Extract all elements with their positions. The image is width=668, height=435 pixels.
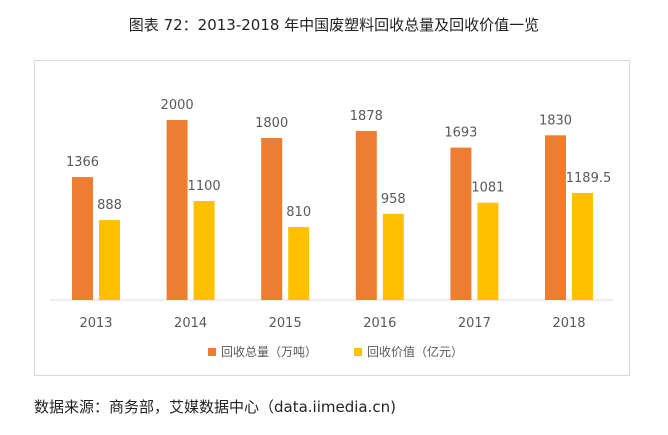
bar-value-2016 — [382, 213, 404, 300]
data-label-value-2016: 958 — [381, 192, 406, 207]
x-tick-label-2013: 2013 — [79, 316, 112, 331]
chart-title: 图表 72：2013-2018 年中国废塑料回收总量及回收价值一览 — [128, 16, 540, 34]
data-label-total-2018: 1830 — [539, 113, 572, 128]
data-label-value-2014: 1100 — [188, 179, 221, 194]
bar-value-2013 — [99, 220, 120, 300]
data-label-value-2018: 1189.5 — [566, 171, 612, 186]
bar-total-2016 — [355, 130, 377, 300]
bar-value-2015 — [288, 227, 310, 300]
x-tick-label-2015: 2015 — [269, 316, 302, 331]
data-label-total-2015: 1800 — [255, 116, 288, 131]
bar-value-2017 — [477, 202, 499, 300]
legend-swatch-value — [354, 348, 362, 356]
chart-frame — [34, 60, 630, 376]
data-label-total-2017: 1693 — [444, 126, 477, 141]
data-label-value-2013: 888 — [97, 198, 122, 213]
legend-label-value: 回收价值（亿元） — [367, 344, 463, 359]
bar-total-2013 — [72, 177, 93, 300]
bar-total-2017 — [450, 147, 472, 300]
x-tick-label-2017: 2017 — [458, 316, 491, 331]
x-tick-label-2016: 2016 — [363, 316, 396, 331]
legend-swatch-total — [208, 348, 216, 356]
data-label-value-2017: 1081 — [471, 181, 504, 196]
bar-value-2018 — [572, 192, 593, 300]
bar-total-2014 — [166, 120, 188, 300]
data-label-value-2015: 810 — [286, 205, 311, 220]
data-label-total-2013: 1366 — [66, 155, 99, 170]
x-tick-label-2018: 2018 — [552, 316, 585, 331]
x-tick-label-2014: 2014 — [174, 316, 207, 331]
source-note: 数据来源：商务部，艾媒数据中心（data.iimedia.cn) — [34, 398, 396, 416]
legend-label-total: 回收总量（万吨） — [221, 345, 317, 359]
bar-total-2018 — [545, 135, 566, 300]
data-label-total-2016: 1878 — [350, 109, 383, 124]
data-label-total-2014: 2000 — [161, 98, 194, 113]
bar-value-2014 — [193, 201, 215, 300]
bar-total-2015 — [261, 138, 283, 300]
